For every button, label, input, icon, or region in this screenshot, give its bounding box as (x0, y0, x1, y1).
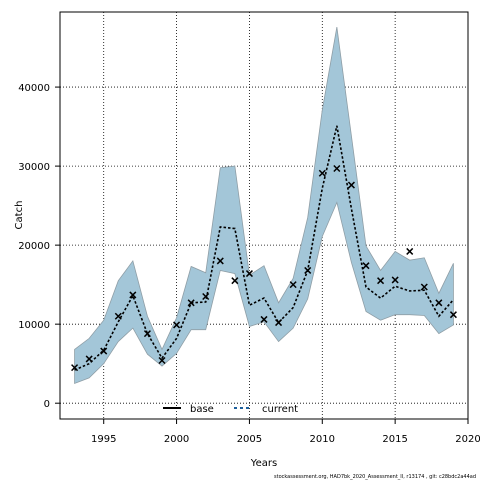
x-axis-label: Years (250, 458, 277, 469)
tick-layer: 1995 2000 2005 2010 2015 2020 0 10000 20000 30000… (18, 83, 480, 445)
observed-point (158, 356, 166, 365)
plot-frame (59, 11, 469, 420)
observed-point (318, 169, 326, 177)
x-tick-label: 2005 (237, 434, 262, 445)
y-tick-label: 40000 (18, 83, 50, 94)
observed-point (260, 315, 268, 323)
y-tick-label: 20000 (18, 241, 50, 252)
confidence-band (74, 26, 454, 385)
observed-point (129, 291, 137, 299)
observed-point (391, 276, 399, 284)
series-line-layer (74, 125, 455, 371)
observed-point (187, 299, 195, 307)
observed-point (289, 281, 297, 289)
observed-point (231, 277, 239, 285)
legend-label-base: base (190, 404, 214, 415)
y-tick-label: 10000 (18, 320, 50, 331)
observed-point (420, 283, 428, 291)
x-tick-label: 2000 (164, 434, 189, 445)
observed-point (333, 164, 341, 173)
observed-point (216, 257, 224, 265)
y-tick-label: 30000 (18, 162, 50, 173)
x-tick-label: 2015 (382, 434, 407, 445)
legend-label-current: current (262, 404, 298, 415)
y-tick-label: 0 (44, 399, 50, 410)
y-axis-label: Catch (14, 201, 25, 230)
grid-layer (60, 12, 469, 419)
footer-note: stockassessment.org, HAD7bk_2020_Assessm… (274, 474, 476, 480)
confidence-band-layer (74, 26, 454, 385)
observed-point (245, 270, 253, 278)
observed-point (347, 181, 355, 189)
x-tick-label: 2010 (310, 434, 335, 445)
observed-point (71, 364, 79, 372)
observed-point (377, 277, 385, 285)
observed-point (143, 330, 151, 338)
observed-point (202, 292, 210, 301)
x-tick-label: 2020 (455, 434, 480, 445)
observed-point (304, 266, 312, 274)
observed-point (114, 312, 122, 320)
legend: base current (163, 404, 298, 415)
observed-point (100, 347, 108, 355)
observed-point (435, 299, 443, 307)
observed-point (173, 321, 181, 329)
observed-point (85, 355, 93, 363)
observed-point (406, 247, 414, 255)
observed-point (275, 319, 283, 327)
observed-points-layer (71, 164, 457, 372)
x-tick-label: 1995 (91, 434, 116, 445)
series-line-current (74, 125, 455, 371)
observed-point (449, 311, 457, 319)
observed-point (362, 262, 370, 270)
